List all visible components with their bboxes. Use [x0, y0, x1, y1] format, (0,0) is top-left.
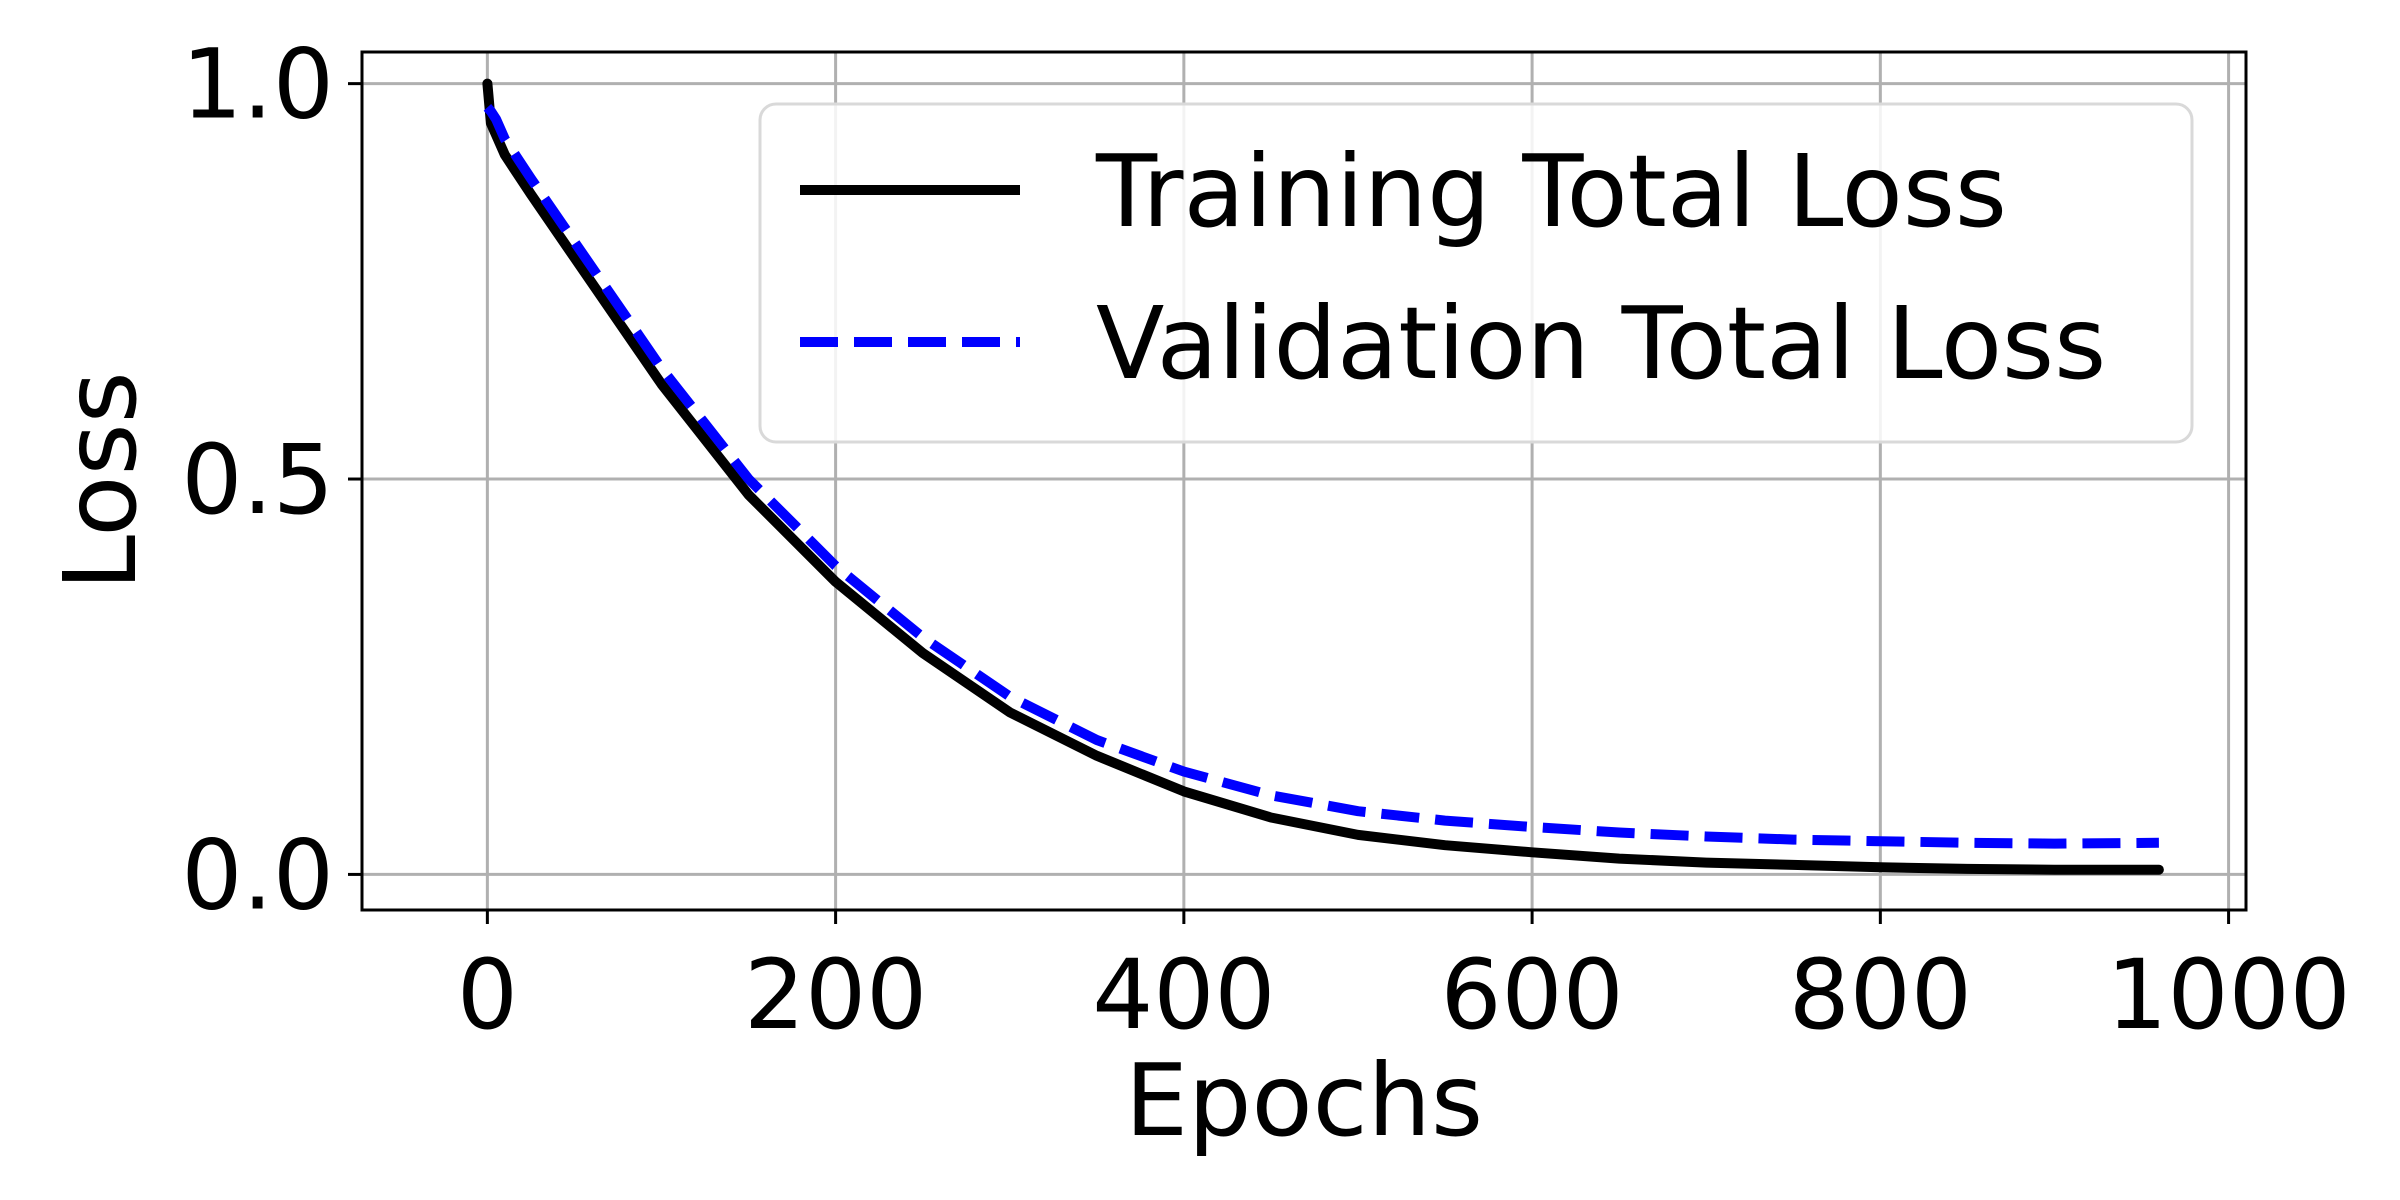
validation-loss-line — [483, 104, 2159, 849]
x-tick-label: 800 — [1789, 939, 1972, 1051]
axis-ticks: 0 200 400 600 800 1000 0.0 0.5 1.0 — [181, 29, 2350, 1051]
legend-box — [758, 102, 2194, 444]
y-tick-label: 0.5 — [181, 424, 334, 536]
series-lines — [482, 78, 2164, 875]
legend: Training Total Loss Validation Total Los… — [758, 102, 2194, 444]
plot-area-frame — [360, 50, 2248, 912]
x-tick-label: 200 — [744, 939, 927, 1051]
y-axis-label: Loss — [42, 371, 159, 590]
x-tick-label: 600 — [1440, 939, 1623, 1051]
legend-label-training: Training Total Loss — [1095, 133, 2007, 250]
x-axis-label: Epochs — [1125, 1042, 1483, 1159]
y-tick-label: 0.0 — [181, 819, 334, 931]
x-tick-label: 0 — [457, 939, 518, 1051]
x-tick-label: 400 — [1092, 939, 1275, 1051]
y-tick-label: 1.0 — [181, 29, 334, 141]
legend-label-validation: Validation Total Loss — [1096, 285, 2106, 402]
x-tick-label: 1000 — [2106, 939, 2350, 1051]
training-loss-line — [482, 78, 2164, 875]
